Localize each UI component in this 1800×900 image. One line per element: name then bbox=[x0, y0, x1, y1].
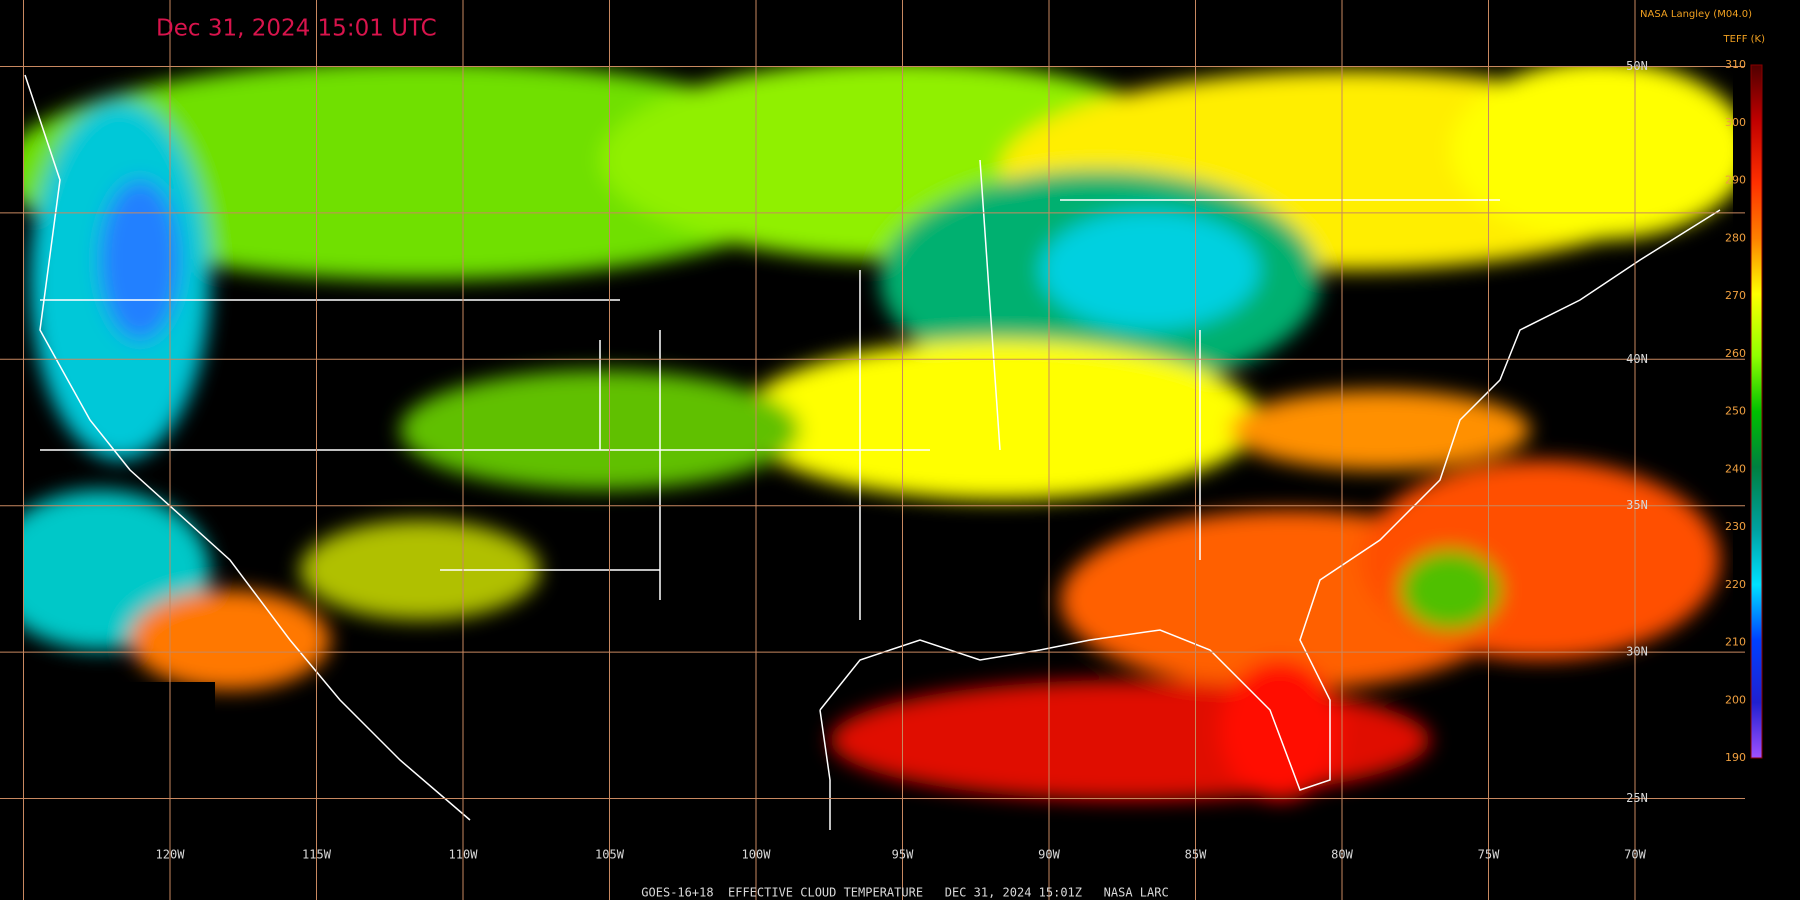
longitude-label: 70W bbox=[1624, 848, 1646, 862]
longitude-label: 95W bbox=[892, 848, 914, 862]
colorbar-tick: 250 bbox=[1725, 405, 1746, 418]
latitude-label: 25N bbox=[1626, 791, 1648, 805]
colorbar bbox=[1750, 64, 1763, 759]
coastline bbox=[24, 74, 1721, 830]
colorbar-tick: 290 bbox=[1725, 174, 1746, 187]
colorbar-tick: 210 bbox=[1725, 636, 1746, 649]
longitude-label: 75W bbox=[1478, 848, 1500, 862]
longitude-label: 120W bbox=[156, 848, 186, 862]
colorbar-tick: 300 bbox=[1725, 116, 1746, 129]
longitude-label: 80W bbox=[1331, 848, 1353, 862]
longitude-label: 115W bbox=[302, 848, 332, 862]
latitude-label: 30N bbox=[1626, 645, 1648, 659]
colorbar-tick: 200 bbox=[1725, 693, 1746, 706]
graticule bbox=[0, 0, 1745, 900]
colorbar-tick: 190 bbox=[1725, 751, 1746, 764]
longitude-label: 90W bbox=[1038, 848, 1060, 862]
longitude-label: 100W bbox=[742, 848, 772, 862]
credit: NASA Langley (M04.0) bbox=[1640, 9, 1752, 20]
longitude-label: 105W bbox=[595, 848, 625, 862]
colorbar-tick: 240 bbox=[1725, 462, 1746, 475]
latitude-label: 40N bbox=[1626, 352, 1648, 366]
timestamp: Dec 31, 2024 15:01 UTC bbox=[156, 16, 437, 42]
cloud-layer bbox=[23, 67, 1733, 800]
colorbar-tick: 260 bbox=[1725, 347, 1746, 360]
colorbar-tick: 310 bbox=[1725, 58, 1746, 71]
colorbar-tick: 280 bbox=[1725, 231, 1746, 244]
footer: GOES-16+18 EFFECTIVE CLOUD TEMPERATURE D… bbox=[641, 886, 1168, 900]
colorbar-tick: 220 bbox=[1725, 578, 1746, 591]
latitude-label: 50N bbox=[1626, 59, 1648, 73]
latitude-label: 35N bbox=[1626, 498, 1648, 512]
colorbar-title: TEFF (K) bbox=[1723, 34, 1766, 45]
colorbar-tick: 230 bbox=[1725, 520, 1746, 533]
longitude-label: 110W bbox=[449, 848, 479, 862]
colorbar-tick: 270 bbox=[1725, 289, 1746, 302]
longitude-label: 85W bbox=[1185, 848, 1207, 862]
